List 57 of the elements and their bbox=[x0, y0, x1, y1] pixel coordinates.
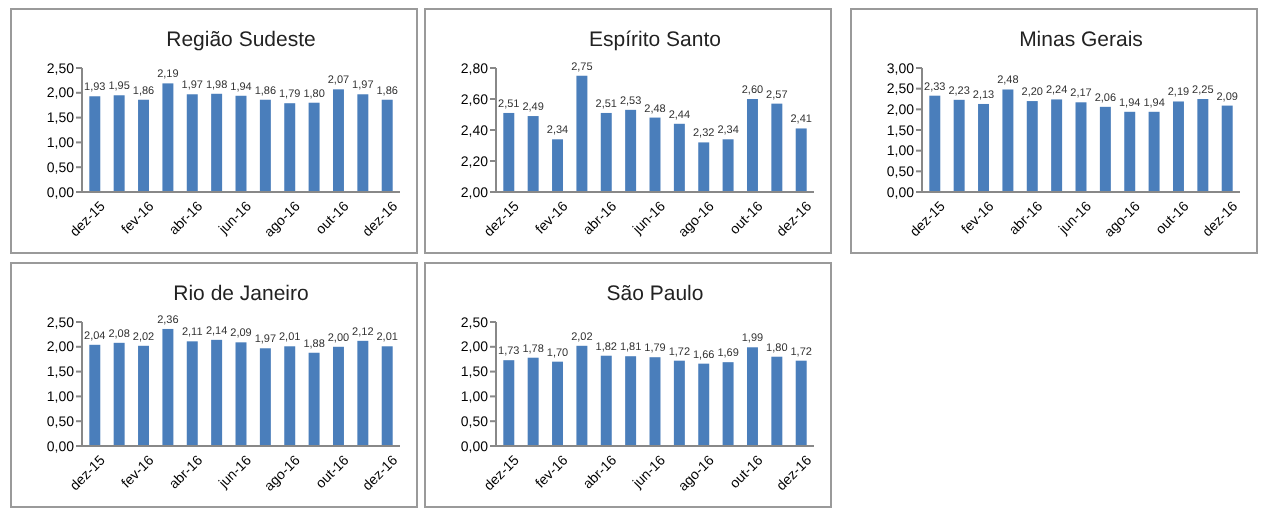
bar bbox=[600, 355, 612, 446]
bar bbox=[576, 345, 588, 446]
bar bbox=[284, 103, 296, 192]
bar bbox=[162, 328, 174, 446]
bar bbox=[186, 94, 198, 192]
bar bbox=[649, 357, 661, 446]
bar bbox=[308, 102, 320, 192]
bar bbox=[527, 357, 539, 446]
bar bbox=[259, 348, 271, 446]
bar bbox=[673, 360, 685, 446]
bar bbox=[332, 346, 344, 446]
chart-title: São Paulo bbox=[606, 282, 704, 306]
bar bbox=[138, 99, 150, 192]
bar bbox=[357, 340, 369, 446]
chart-title: Espírito Santo bbox=[589, 28, 722, 52]
bar bbox=[503, 360, 515, 446]
bar bbox=[929, 95, 941, 192]
bar bbox=[284, 346, 296, 446]
bar bbox=[381, 346, 393, 446]
bar bbox=[113, 95, 125, 192]
bar bbox=[113, 342, 125, 446]
bar bbox=[357, 94, 369, 192]
bar bbox=[1172, 101, 1184, 192]
bar bbox=[89, 344, 101, 446]
bar bbox=[186, 341, 198, 446]
bar bbox=[138, 345, 150, 446]
bar bbox=[332, 89, 344, 192]
bar bbox=[1197, 99, 1209, 192]
bar bbox=[1124, 111, 1136, 192]
bar bbox=[1026, 101, 1038, 192]
bar bbox=[978, 103, 990, 192]
bar bbox=[1075, 102, 1087, 192]
chart-title: Minas Gerais bbox=[1019, 28, 1143, 52]
bar bbox=[625, 356, 637, 446]
bar bbox=[552, 361, 564, 446]
bar bbox=[953, 99, 965, 192]
bar bbox=[771, 356, 783, 446]
bar bbox=[1148, 111, 1160, 192]
bar bbox=[795, 360, 807, 446]
bar bbox=[722, 362, 734, 446]
bar bbox=[746, 347, 758, 446]
bar bbox=[235, 95, 247, 192]
bar bbox=[162, 83, 174, 192]
bar bbox=[211, 93, 223, 192]
bar bbox=[89, 96, 101, 192]
bar bbox=[381, 99, 393, 192]
bar bbox=[235, 342, 247, 446]
chart-title: Região Sudeste bbox=[166, 28, 317, 52]
bar bbox=[1099, 106, 1111, 192]
chart-title: Rio de Janeiro bbox=[173, 282, 310, 306]
bar bbox=[259, 99, 271, 192]
bar bbox=[308, 352, 320, 446]
bar bbox=[698, 363, 710, 446]
bar bbox=[1002, 89, 1014, 192]
bar bbox=[1051, 99, 1063, 192]
bar bbox=[1221, 105, 1233, 192]
bar bbox=[211, 339, 223, 446]
